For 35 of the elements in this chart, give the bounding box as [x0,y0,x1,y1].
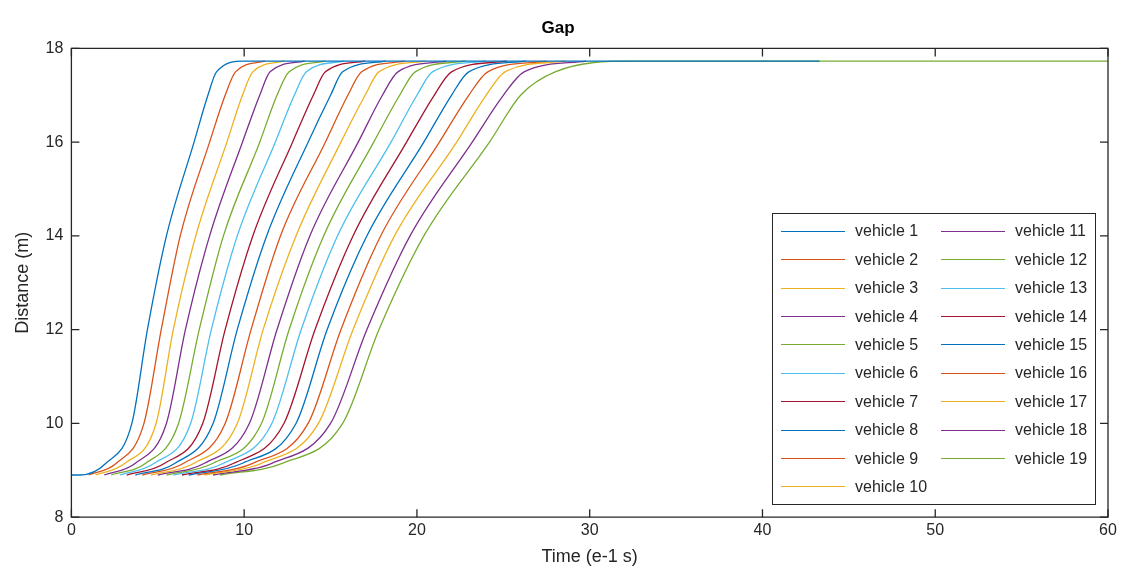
legend-label: vehicle 16 [1015,364,1088,383]
x-tick-label: 0 [66,521,76,539]
legend-label: vehicle 17 [1015,392,1088,411]
y-tick-label: 10 [45,413,64,431]
x-tick-label: 30 [580,521,599,539]
x-tick-label: 50 [926,521,945,539]
legend-label: vehicle 13 [1015,279,1088,298]
x-axis-title: Time (e-1 s) [541,546,638,567]
x-tick-label: 20 [408,521,426,539]
legend-label: vehicle 4 [855,307,919,326]
y-tick-label: 14 [45,226,64,244]
y-tick-label: 16 [45,132,64,150]
y-tick-label: 12 [45,320,64,338]
x-tick-label: 40 [753,521,772,539]
y-axis-title: Distance (m) [11,231,32,334]
legend-label: vehicle 10 [855,477,928,496]
x-tick-label: 10 [235,521,254,539]
legend-label: vehicle 2 [855,250,919,269]
legend-label: vehicle 11 [1015,222,1086,241]
legend-label: vehicle 1 [855,222,919,241]
legend-label: vehicle 19 [1015,449,1088,468]
legend-label: vehicle 8 [855,421,919,440]
legend-label: vehicle 3 [855,279,919,298]
legend-label: vehicle 15 [1015,335,1088,354]
legend-label: vehicle 9 [855,449,919,468]
legend-label: vehicle 6 [855,364,919,383]
y-tick-label: 18 [45,38,64,56]
legend-label: vehicle 5 [855,335,919,354]
legend-label: vehicle 14 [1015,307,1088,326]
legend-label: vehicle 12 [1015,250,1088,269]
legend-label: vehicle 7 [855,392,919,411]
x-tick-label: 60 [1099,521,1117,539]
y-tick-label: 8 [54,507,64,525]
legend-label: vehicle 18 [1015,421,1088,440]
chart-title: Gap [541,17,575,37]
